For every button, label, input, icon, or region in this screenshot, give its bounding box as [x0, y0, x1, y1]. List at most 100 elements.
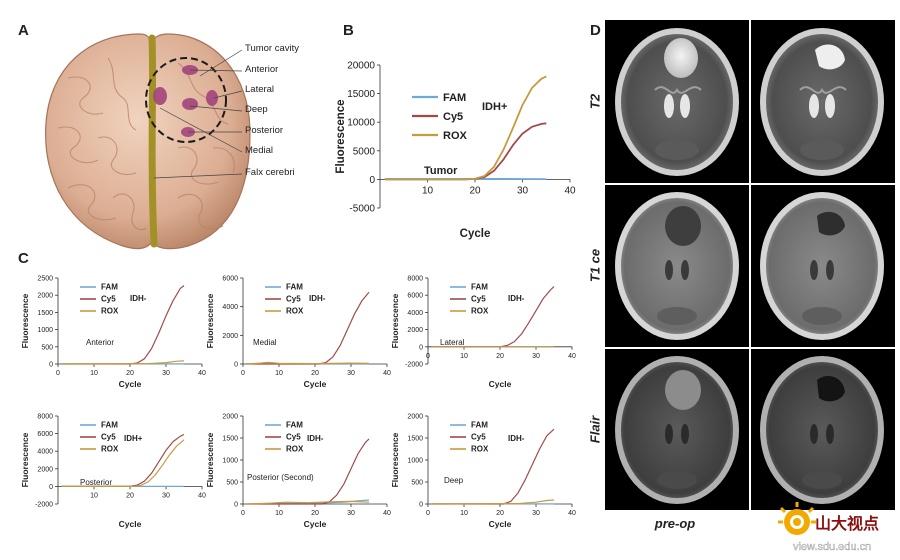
mri-row-label-flair: Flair [588, 395, 603, 465]
region-label: Posterior (Second) [247, 473, 314, 482]
brain-label-posterior: Posterior [245, 125, 283, 136]
legend-label-cy5: Cy5 [101, 295, 116, 304]
watermark-brand: 山大视点 [815, 514, 879, 533]
x-axis-label: Cycle [119, 519, 142, 529]
y-tick-label: 2000 [37, 466, 53, 473]
y-tick-label: 2000 [222, 413, 238, 420]
x-tick-label: 0 [241, 510, 245, 517]
legend-label-cy5: Cy5 [286, 295, 301, 304]
mri-row-label-t2: T2 [588, 67, 603, 137]
y-tick-label: -2000 [35, 501, 53, 508]
y-tick-label: 6000 [37, 431, 53, 438]
x-axis-label: Cycle [304, 379, 327, 389]
y-tick-label: 0 [234, 361, 238, 368]
y-axis-label: Fluorescence [205, 432, 215, 487]
y-tick-label: 500 [41, 344, 53, 351]
mri-t1ce-postop [760, 192, 884, 340]
x-tick-label: 10 [90, 370, 98, 377]
series-line-cy5 [62, 286, 184, 364]
legend-label-fam: FAM [471, 421, 488, 430]
idh-status-label: IDH- [307, 434, 324, 443]
watermark-logo: 山大视点 view.sdu.edu.cn [775, 494, 900, 555]
idh-status-label: IDH+ [482, 101, 507, 113]
brain-label-anterior: Anterior [245, 64, 278, 75]
series-line-cy5 [247, 439, 369, 504]
legend-label-rox: ROX [101, 445, 119, 454]
region-label: Tumor [424, 165, 458, 177]
region-label: Lateral [440, 338, 465, 347]
y-tick-label: 0 [419, 501, 423, 508]
y-tick-label: 2500 [37, 275, 53, 282]
brain-label-tumor-cavity: Tumor cavity [245, 43, 299, 54]
y-tick-label: 6000 [407, 293, 423, 300]
x-tick-label: 10 [90, 492, 98, 499]
y-tick-label: 1000 [222, 457, 238, 464]
legend-label-cy5: Cy5 [286, 433, 301, 442]
y-tick-label: 500 [411, 479, 423, 486]
x-tick-label: 40 [564, 185, 576, 196]
x-tick-label: 0 [426, 353, 430, 360]
idh-status-label: IDH- [508, 434, 525, 443]
y-tick-label: 2000 [222, 333, 238, 340]
y-tick-label: 0 [234, 501, 238, 508]
legend-label-rox: ROX [471, 307, 489, 316]
y-tick-label: 4000 [37, 449, 53, 456]
y-tick-label: 0 [369, 175, 375, 186]
idh-status-label: IDH- [309, 294, 326, 303]
region-label: Posterior [80, 478, 112, 487]
y-tick-label: 1500 [222, 435, 238, 442]
legend-label-rox: ROX [286, 445, 304, 454]
brain-label-deep: Deep [245, 104, 268, 115]
y-axis-label: Fluorescence [20, 293, 30, 348]
legend-label-cy5: Cy5 [471, 433, 486, 442]
brain-label-medial: Medial [245, 145, 273, 156]
panel-letter-b: B [343, 22, 354, 39]
x-tick-label: 40 [568, 510, 576, 517]
y-axis-label: Fluorescence [20, 432, 30, 487]
series-line-cy5 [432, 429, 554, 504]
y-tick-label: 5000 [353, 146, 376, 157]
x-tick-label: 20 [496, 353, 504, 360]
x-axis-label: Cycle [460, 228, 491, 240]
x-tick-label: 20 [126, 492, 134, 499]
x-tick-label: 20 [311, 510, 319, 517]
mri-t2-preop [615, 28, 739, 176]
series-line-cy5 [247, 292, 369, 364]
y-tick-label: 0 [49, 361, 53, 368]
x-tick-label: 40 [568, 353, 576, 360]
falx-cerebri [152, 38, 154, 244]
legend-label-cy5: Cy5 [471, 295, 486, 304]
y-tick-label: 10000 [347, 118, 375, 129]
x-tick-label: 0 [56, 370, 60, 377]
y-tick-label: 15000 [347, 89, 375, 100]
x-axis-label: Cycle [119, 379, 142, 389]
y-tick-label: 2000 [407, 327, 423, 334]
y-tick-label: 6000 [222, 275, 238, 282]
legend-label-fam: FAM [443, 92, 466, 104]
x-tick-label: 30 [532, 353, 540, 360]
x-tick-label: 30 [347, 510, 355, 517]
x-tick-label: 0 [241, 370, 245, 377]
x-tick-label: 20 [496, 510, 504, 517]
x-tick-label: 10 [275, 510, 283, 517]
x-axis-label: Cycle [489, 379, 512, 389]
x-tick-label: 20 [469, 185, 481, 196]
panel-letter-d: D [590, 22, 601, 39]
brain-hemispheres [46, 34, 250, 249]
sun-logo-icon [778, 502, 816, 535]
mri-t1ce-preop [615, 192, 739, 340]
y-tick-label: 8000 [37, 413, 53, 420]
idh-status-label: IDH+ [124, 434, 143, 443]
mri-scan-grid [605, 20, 895, 510]
region-label: Anterior [86, 338, 114, 347]
y-tick-label: 0 [419, 344, 423, 351]
mri-t2-postop [760, 28, 884, 176]
y-tick-label: 20000 [347, 61, 375, 72]
watermark: 山大视点 view.sdu.edu.cn [775, 494, 900, 555]
y-tick-label: 500 [226, 479, 238, 486]
x-tick-label: 0 [426, 510, 430, 517]
